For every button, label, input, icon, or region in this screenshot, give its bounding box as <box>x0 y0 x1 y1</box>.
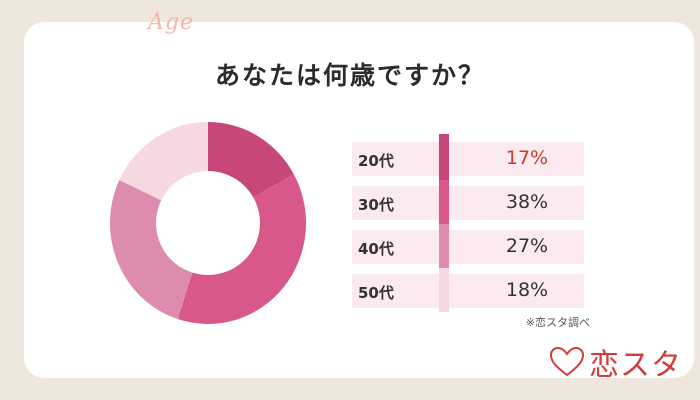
color-bar-segment-30代 <box>439 180 449 224</box>
color-bar-segment-40代 <box>439 224 449 268</box>
legend-label: 20代 <box>358 152 394 170</box>
color-bar-segment-20代 <box>439 134 449 180</box>
legend-row-40s: 40代 27% <box>352 230 584 264</box>
legend-value: 18% <box>505 279 549 301</box>
legend-value: 38% <box>505 191 549 213</box>
legend-row-20s: 20代 17% <box>352 142 584 176</box>
chart-title: あなたは何歳ですか？ <box>214 61 485 90</box>
legend-label: 40代 <box>358 240 394 258</box>
logo: 恋スタ <box>549 340 682 384</box>
logo-text: 恋スタ <box>589 348 682 383</box>
color-bar-segment-50代 <box>439 268 449 312</box>
legend-value: 17% <box>505 147 549 169</box>
heart-icon <box>549 346 585 377</box>
legend-row-50s: 50代 18% <box>352 274 584 308</box>
donut-hole <box>156 171 260 275</box>
source-note: ※恋スタ調べ <box>525 316 590 329</box>
donut-chart <box>110 122 306 324</box>
legend-label: 50代 <box>358 284 394 302</box>
legend-value: 27% <box>505 235 549 257</box>
legend-row-30s: 30代 38% <box>352 186 584 220</box>
legend-label: 30代 <box>358 196 394 214</box>
age-decoration: Age <box>148 10 194 35</box>
